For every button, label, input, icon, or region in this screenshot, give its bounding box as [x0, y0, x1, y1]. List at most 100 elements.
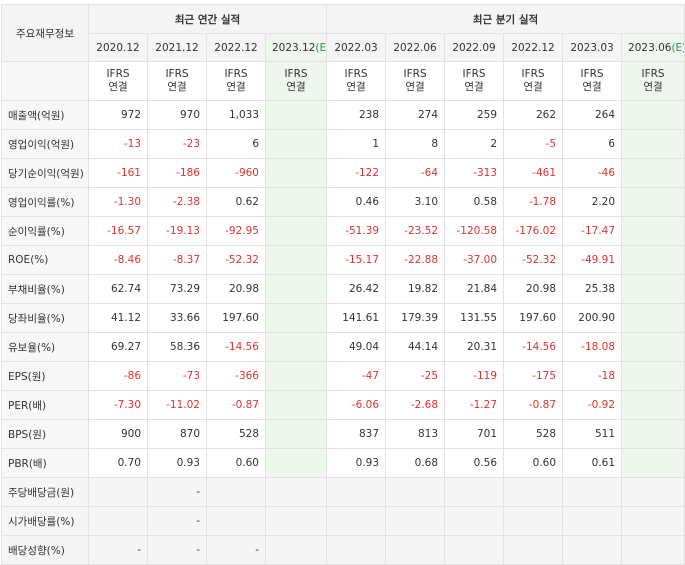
period-label: 2022.09: [452, 41, 496, 54]
value-cell: 0.56: [444, 448, 505, 478]
consolidated-line: 연결: [108, 81, 128, 93]
value-cell: [621, 332, 685, 362]
table-row: 유보율(%) 69.27 58.36 -14.56 49.04 44.14 20.31 -14…: [1, 332, 685, 362]
ifrs-line: IFRS: [344, 68, 368, 80]
value-cell: 20.98: [206, 274, 266, 304]
period-header: 2022.12: [503, 33, 564, 62]
value-cell: [621, 216, 685, 246]
value-cell: -0.92: [562, 390, 623, 420]
value-cell: [621, 477, 685, 507]
value-cell: -23: [147, 129, 207, 159]
period-label: 2022.06: [393, 41, 437, 54]
value-cell: -92.95: [206, 216, 266, 246]
value-cell: -176.02: [503, 216, 564, 246]
value-cell: -1.27: [444, 390, 505, 420]
value-cell: -366: [206, 361, 266, 391]
ifrs-line: IFRS: [284, 68, 308, 80]
period-label: 2022.03: [334, 41, 378, 54]
value-cell: [621, 129, 685, 159]
value-cell: [621, 390, 685, 420]
ifrs-basis-cell: IFRS 연결: [385, 61, 446, 101]
row-label: PBR(배): [1, 448, 89, 478]
value-cell: 1: [326, 129, 387, 159]
consolidated-line: 연결: [226, 81, 246, 93]
value-cell: -52.32: [206, 245, 266, 275]
value-cell: 0.68: [385, 448, 446, 478]
value-cell: [206, 477, 266, 507]
value-cell: 0.60: [503, 448, 564, 478]
value-cell: [621, 158, 685, 188]
value-cell: [621, 187, 685, 217]
value-cell: 2: [444, 129, 505, 159]
value-cell: -1.78: [503, 187, 564, 217]
value-cell: 0.60: [206, 448, 266, 478]
value-cell: -313: [444, 158, 505, 188]
value-cell: 6: [206, 129, 266, 159]
table-row: 시가배당률(%) -: [1, 506, 685, 536]
value-cell: [562, 506, 623, 536]
value-cell: -19.13: [147, 216, 207, 246]
row-label: 순이익률(%): [1, 216, 89, 246]
ifrs-line: IFRS: [403, 68, 427, 80]
period-label: 2022.12: [511, 41, 555, 54]
table-row: 주당배당금(원) -: [1, 477, 685, 507]
row-label: ROE(%): [1, 245, 89, 275]
value-cell: -11.02: [147, 390, 207, 420]
ifrs-basis-cell: IFRS 연결: [206, 61, 266, 101]
value-cell: [264, 390, 328, 420]
value-cell: -7.30: [88, 390, 148, 420]
value-cell: [621, 245, 685, 275]
ifrs-basis-cell: IFRS 연결: [444, 61, 505, 101]
value-cell: 20.98: [503, 274, 564, 304]
value-cell: 49.04: [326, 332, 387, 362]
value-cell: 73.29: [147, 274, 207, 304]
value-cell: 179.39: [385, 303, 446, 333]
value-cell: [264, 535, 328, 565]
value-cell: -: [147, 506, 207, 536]
value-cell: 131.55: [444, 303, 505, 333]
annual-title: 최근 연간 실적: [87, 4, 328, 34]
value-cell: -14.56: [206, 332, 266, 362]
row-label: 유보율(%): [1, 332, 89, 362]
value-cell: [385, 535, 446, 565]
value-cell: -49.91: [562, 245, 623, 275]
value-cell: [326, 477, 387, 507]
value-cell: [503, 506, 564, 536]
quarterly-title: 최근 분기 실적: [326, 4, 685, 34]
corner-label: 주요재무정보: [1, 4, 89, 62]
table-row: 당좌비율(%) 41.12 33.66 197.60 141.61 179.39 131.5…: [1, 303, 685, 333]
value-cell: [264, 506, 328, 536]
value-cell: [444, 535, 505, 565]
value-cell: -2.68: [385, 390, 446, 420]
value-cell: [385, 506, 446, 536]
value-cell: [621, 419, 685, 449]
value-cell: -18.08: [562, 332, 623, 362]
value-cell: 3.10: [385, 187, 446, 217]
table-row: 부채비율(%) 62.74 73.29 20.98 26.42 19.82 21.84 20.…: [1, 274, 685, 304]
value-cell: 0.93: [326, 448, 387, 478]
value-cell: [264, 419, 328, 449]
value-cell: 900: [88, 419, 148, 449]
value-cell: -186: [147, 158, 207, 188]
value-cell: [264, 448, 328, 478]
value-cell: -13: [88, 129, 148, 159]
value-cell: -52.32: [503, 245, 564, 275]
value-cell: 0.46: [326, 187, 387, 217]
ifrs-basis-cell: IFRS 연결: [503, 61, 564, 101]
value-cell: 141.61: [326, 303, 387, 333]
value-cell: -0.87: [503, 390, 564, 420]
value-cell: 19.82: [385, 274, 446, 304]
value-cell: 2.20: [562, 187, 623, 217]
value-cell: 274: [385, 100, 446, 130]
row-label: 시가배당률(%): [1, 506, 89, 536]
value-cell: [264, 158, 328, 188]
period-label: 2021.12: [155, 41, 199, 54]
value-cell: [88, 477, 148, 507]
value-cell: -37.00: [444, 245, 505, 275]
value-cell: 0.61: [562, 448, 623, 478]
value-cell: -1.30: [88, 187, 148, 217]
ifrs-basis-cell: IFRS 연결: [621, 61, 685, 101]
table-row: 당기순이익(억원) -161 -186 -960 -122 -64 -313 -461 -46: [1, 158, 685, 188]
value-cell: 21.84: [444, 274, 505, 304]
value-cell: [264, 216, 328, 246]
